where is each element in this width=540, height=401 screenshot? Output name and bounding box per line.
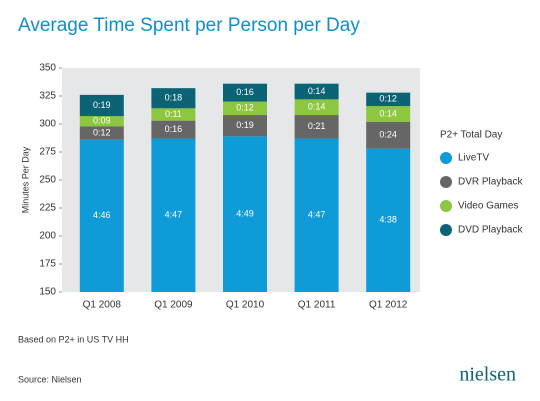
y-tick-label: 250 [39,175,56,186]
value-label: 0:16 [165,124,183,134]
bar-segment [366,121,411,149]
value-label: 0:19 [236,120,254,130]
x-tick-label: Q1 2011 [298,300,336,311]
bar-segment [151,138,196,292]
bar-segment [223,83,267,102]
y-tick-label: 275 [39,147,56,158]
y-tick-label: 150 [39,287,56,298]
legend-title: P2+ Total Day [440,130,502,141]
bar-segment [79,94,124,117]
x-tick-label: Q1 2010 [226,300,265,311]
bar-segment [79,139,124,292]
legend-label: DVD Playback [458,225,523,236]
bar-segment [294,138,339,292]
x-tick-label: Q1 2008 [83,300,122,311]
value-label: 4:38 [379,215,397,225]
value-label: 4:49 [236,209,254,219]
bar-segment [79,126,124,140]
y-tick-label: 200 [39,231,56,242]
bar-segment [151,88,196,109]
value-label: 0:14 [308,86,326,96]
value-label: 0:18 [165,93,183,103]
y-tick-label: 225 [39,203,56,214]
bar-segment [223,136,267,292]
value-label: 0:14 [308,102,326,112]
logo: nielsen [459,364,516,386]
value-label: 0:12 [379,94,397,104]
y-tick-label: 300 [39,119,56,130]
x-tick-label: Q1 2009 [154,300,193,311]
value-label: 0:12 [93,127,111,137]
legend-swatch [440,200,452,212]
bar-segment [366,106,411,122]
value-label: 0:21 [308,121,326,131]
legend-swatch [440,224,452,236]
value-label: 4:47 [165,210,183,220]
bar-segment [151,120,196,139]
legend-label: DVR Playback [458,177,523,188]
bar-segment [294,99,339,116]
x-tick-label: Q1 2012 [369,300,408,311]
value-label: 0:19 [93,100,111,110]
value-label: 4:46 [93,210,111,220]
value-label: 0:14 [379,108,397,118]
bar-segment [223,101,267,116]
note: Based on P2+ in US TV HH [18,334,129,344]
chart-title: Average Time Spent per Person per Day [18,15,360,36]
y-tick-label: 350 [39,63,56,74]
legend-swatch [440,152,452,164]
bar-segment [294,83,339,100]
value-label: 0:11 [165,109,182,119]
legend-swatch [440,176,452,188]
value-label: 0:16 [236,87,254,97]
bar-segment [79,116,124,127]
value-label: 4:47 [308,210,326,220]
bar-segment [366,148,411,292]
legend-label: LiveTV [458,153,489,164]
y-tick-label: 175 [39,259,56,270]
value-label: 0:09 [93,116,111,126]
value-label: 0:12 [236,103,254,113]
bar-segment [294,115,339,139]
y-axis-label: Minutes Per Day [20,146,30,213]
y-tick-label: 325 [39,91,56,102]
value-label: 0:24 [379,130,397,140]
source: Source: Nielsen [18,374,82,384]
bar-segment [151,108,196,121]
bar-segment [366,92,411,107]
bar-segment [223,115,267,137]
legend-label: Video Games [458,201,518,212]
